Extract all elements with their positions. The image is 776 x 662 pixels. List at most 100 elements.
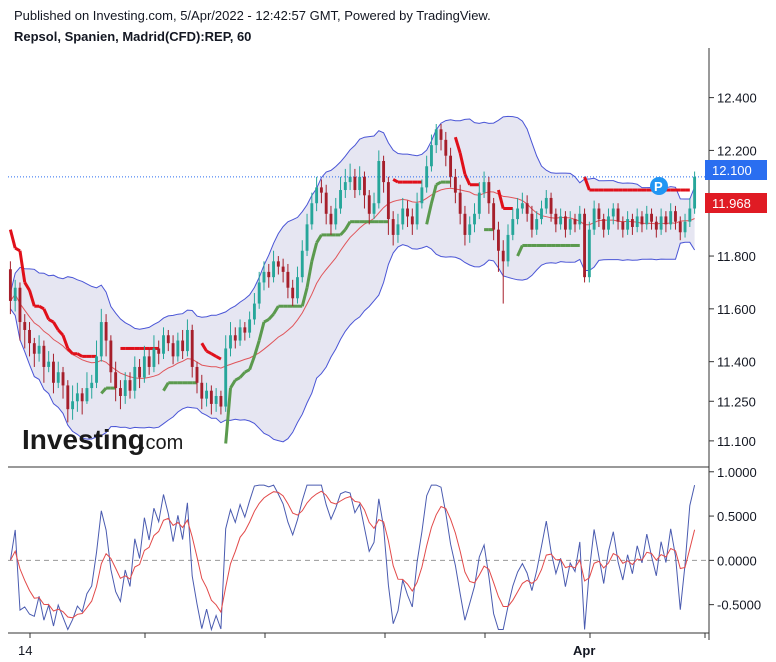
supertrend-segment xyxy=(344,220,352,231)
supertrend-segment xyxy=(516,244,524,257)
bollinger-upper-line xyxy=(9,115,696,330)
candle-body xyxy=(401,208,405,225)
ref-price-tag: 11.968 xyxy=(705,193,767,213)
p-marker-circle[interactable] xyxy=(650,177,668,195)
candle-body xyxy=(544,197,548,209)
candle-body xyxy=(195,366,199,383)
candle-body xyxy=(18,287,22,323)
supertrend-segment xyxy=(310,242,319,262)
candle-body xyxy=(669,211,673,225)
candle-body xyxy=(659,216,663,230)
candle-body xyxy=(123,380,127,396)
supertrend-segment xyxy=(42,308,51,321)
candle-body xyxy=(138,366,142,378)
supertrend-segment xyxy=(66,347,74,355)
candle-body xyxy=(267,271,271,278)
supertrend-segment xyxy=(210,352,217,358)
candle-body xyxy=(142,356,146,378)
candle-body xyxy=(511,219,515,235)
candle-body xyxy=(257,282,261,304)
candle-body xyxy=(540,208,543,220)
candle-body xyxy=(654,221,658,230)
candle-body xyxy=(42,345,46,367)
published-line: Published on Investing.com, 5/Apr/2022 -… xyxy=(14,8,491,23)
candle-body xyxy=(229,335,232,349)
supertrend-segment xyxy=(300,287,309,307)
candle-body xyxy=(200,382,204,399)
candle-body xyxy=(563,216,567,230)
candle-body xyxy=(607,216,610,230)
candle-body xyxy=(664,216,668,225)
candle-body xyxy=(386,182,390,220)
candle-body xyxy=(525,203,529,214)
osc-tick-label: 0.0000 xyxy=(717,553,757,568)
candle-body xyxy=(535,219,539,230)
supertrend-segment xyxy=(244,368,251,374)
supertrend-segment xyxy=(23,281,31,292)
logo-suffix-text: .com xyxy=(140,432,183,454)
candle-body xyxy=(458,192,462,214)
candle-body xyxy=(262,271,266,283)
candle-body xyxy=(152,348,156,367)
symbol-title: Repsol, Spanien, Madrid(CFD):REP, 60 xyxy=(14,29,252,44)
candle-body xyxy=(444,139,448,156)
candle-body xyxy=(324,192,328,214)
candle-body xyxy=(391,219,395,235)
candle-body xyxy=(678,221,682,233)
candle-body xyxy=(492,203,496,230)
ref-price-badge xyxy=(705,193,767,213)
candle-body xyxy=(281,266,285,272)
candle-body xyxy=(166,335,170,344)
price-tick-label: 12.400 xyxy=(717,91,757,106)
candle-body xyxy=(587,229,591,278)
bollinger-band-layer xyxy=(9,115,696,443)
candle-body xyxy=(109,340,113,373)
candle-body xyxy=(640,216,644,225)
candle-body xyxy=(85,388,89,402)
candle-body xyxy=(272,261,275,278)
supertrend-segment xyxy=(272,305,280,315)
supertrend-segment xyxy=(61,334,70,349)
candle-body xyxy=(286,271,290,288)
supertrend-segment xyxy=(453,136,462,154)
candle-body xyxy=(621,221,625,230)
candle-body xyxy=(372,203,376,214)
supertrend-segment xyxy=(18,250,27,283)
candle-body xyxy=(611,208,615,217)
candle-body xyxy=(367,195,371,214)
supertrend-segment xyxy=(435,180,442,187)
candle-body xyxy=(549,197,553,214)
supertrend-segment xyxy=(47,318,55,324)
candle-body xyxy=(252,303,256,320)
candle-body xyxy=(602,219,606,230)
p-marker[interactable]: P xyxy=(650,177,668,195)
candle-body xyxy=(219,395,223,407)
candle-body xyxy=(568,219,572,230)
candle-body xyxy=(382,160,386,183)
candle-body xyxy=(248,319,252,333)
candle-body xyxy=(305,224,309,251)
supertrend-segment xyxy=(28,289,36,307)
candle-body xyxy=(28,329,31,344)
supertrend-segment xyxy=(263,318,270,324)
oscillator-main-line xyxy=(9,484,696,632)
candle-body xyxy=(688,208,692,222)
ref-price-value: 11.968 xyxy=(712,196,751,211)
candles-layer xyxy=(8,124,697,423)
candle-body xyxy=(300,250,304,278)
candle-body xyxy=(233,335,237,341)
osc-tick-label: 0.5000 xyxy=(717,509,757,524)
candle-body xyxy=(358,176,362,191)
candle-body xyxy=(396,224,400,235)
candle-body xyxy=(334,208,338,225)
candle-body xyxy=(133,366,137,391)
candle-body xyxy=(573,219,577,225)
supertrend-segment xyxy=(248,355,256,371)
candle-body xyxy=(104,322,108,341)
supertrend-segment xyxy=(162,382,170,392)
candle-body xyxy=(209,390,213,404)
candle-body xyxy=(47,361,51,367)
candle-body xyxy=(449,155,453,177)
candle-body xyxy=(468,224,472,235)
